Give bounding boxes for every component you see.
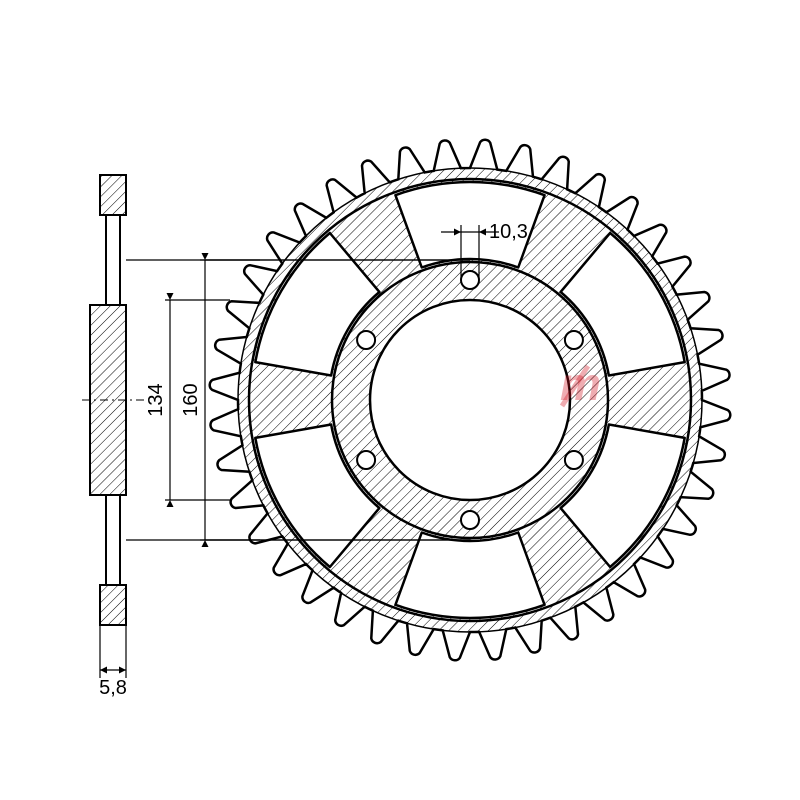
dim-thickness-label: 5,8 xyxy=(99,677,127,699)
edge-top-tooth xyxy=(100,175,126,215)
dim-134-label: 134 xyxy=(145,383,167,416)
dim-bolt-hole-label: 10,3 xyxy=(489,221,528,243)
bolt-hole xyxy=(461,271,479,289)
diagram-canvas: { "dimensions": { "thickness": "5,8", "b… xyxy=(0,0,800,800)
bolt-hole xyxy=(461,511,479,529)
bolt-hole xyxy=(357,331,375,349)
bolt-hole xyxy=(565,331,583,349)
bolt-hole xyxy=(565,451,583,469)
bolt-hole xyxy=(357,451,375,469)
edge-bottom-tooth xyxy=(100,585,126,625)
technical-drawing-svg: 5,810,3160134m xyxy=(0,0,800,800)
dim-160-label: 160 xyxy=(180,383,202,416)
spoke-cutout xyxy=(395,532,544,618)
